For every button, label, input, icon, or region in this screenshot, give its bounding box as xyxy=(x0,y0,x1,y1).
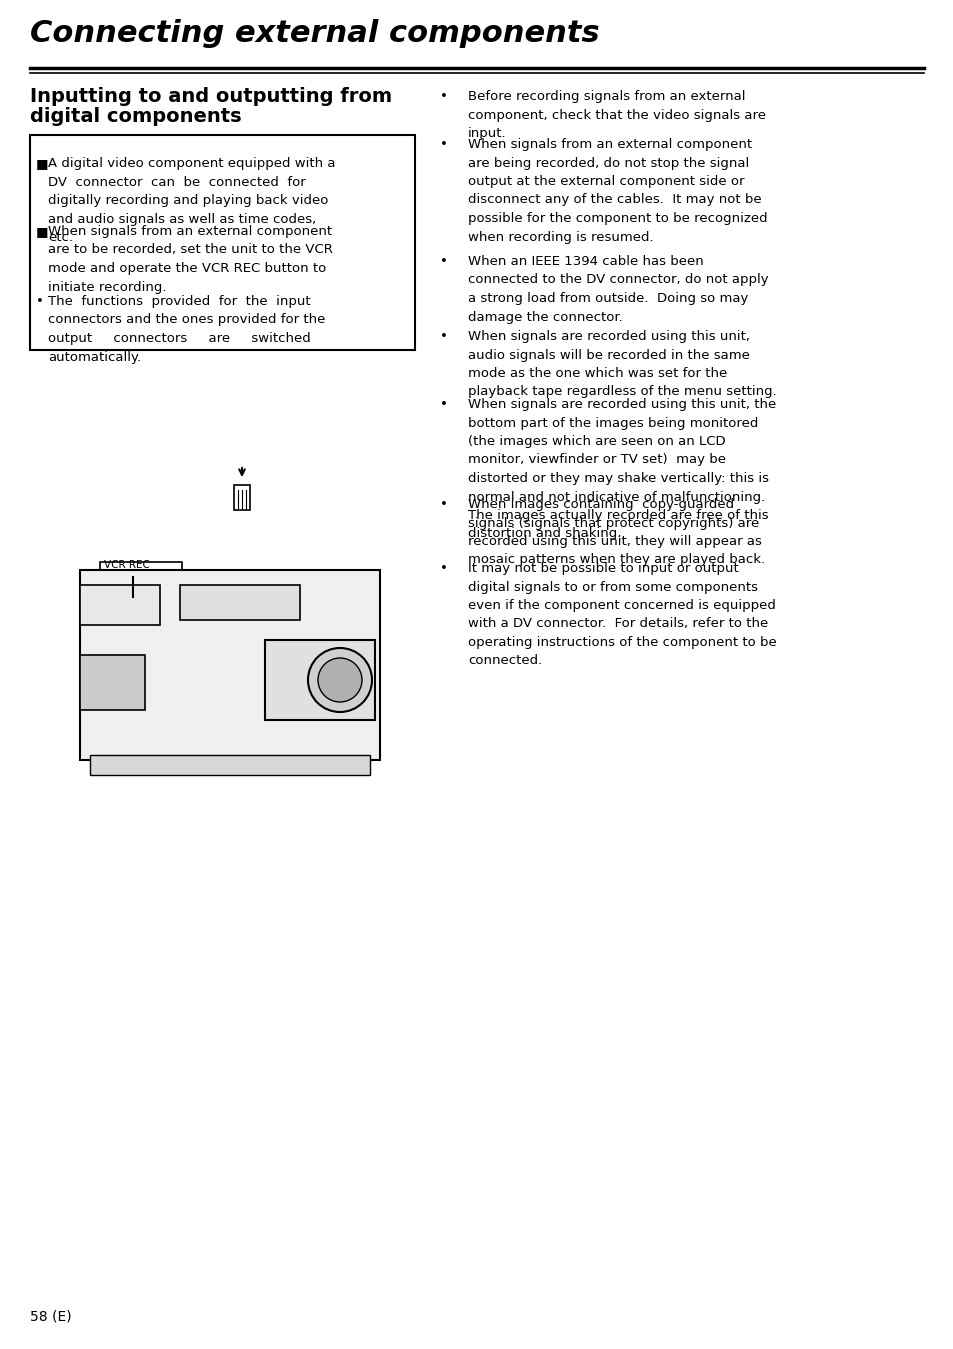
Text: •: • xyxy=(439,498,447,511)
Bar xyxy=(233,486,250,510)
Text: •: • xyxy=(439,255,447,268)
Text: When signals from an external component
are to be recorded, set the unit to the : When signals from an external component … xyxy=(48,225,333,294)
Bar xyxy=(100,563,182,590)
Text: •: • xyxy=(36,295,44,308)
Text: ■: ■ xyxy=(36,225,49,237)
Circle shape xyxy=(317,658,361,701)
Circle shape xyxy=(308,648,372,712)
Bar xyxy=(80,571,379,759)
Text: When signals are recorded using this unit,
audio signals will be recorded in the: When signals are recorded using this uni… xyxy=(468,331,776,398)
Circle shape xyxy=(109,577,129,598)
Text: Before recording signals from an external
component, check that the video signal: Before recording signals from an externa… xyxy=(468,90,765,140)
Text: •: • xyxy=(439,331,447,343)
Text: It may not be possible to input or output
digital signals to or from some compon: It may not be possible to input or outpu… xyxy=(468,563,776,668)
Text: A digital video component equipped with a
DV  connector  can  be  connected  for: A digital video component equipped with … xyxy=(48,156,335,244)
Text: •: • xyxy=(439,138,447,151)
Text: digital components: digital components xyxy=(30,107,241,125)
Circle shape xyxy=(137,577,157,598)
Text: 58 (E): 58 (E) xyxy=(30,1309,71,1323)
Bar xyxy=(265,639,375,720)
Bar xyxy=(80,656,145,710)
Text: ■: ■ xyxy=(36,156,49,170)
Bar xyxy=(30,135,415,349)
Text: When signals are recorded using this unit, the
bottom part of the images being m: When signals are recorded using this uni… xyxy=(468,398,776,541)
Text: When images containing  copy-guarded
signals (signals that protect copyrights) a: When images containing copy-guarded sign… xyxy=(468,498,764,567)
Text: •: • xyxy=(439,563,447,575)
Text: VCR REC: VCR REC xyxy=(104,560,150,571)
Text: When signals from an external component
are being recorded, do not stop the sign: When signals from an external component … xyxy=(468,138,767,244)
Bar xyxy=(90,755,370,774)
Text: •: • xyxy=(439,90,447,103)
Text: Connecting external components: Connecting external components xyxy=(30,19,599,49)
Bar xyxy=(180,585,299,621)
Text: When an IEEE 1394 cable has been
connected to the DV connector, do not apply
a s: When an IEEE 1394 cable has been connect… xyxy=(468,255,768,324)
Text: The  functions  provided  for  the  input
connectors and the ones provided for t: The functions provided for the input con… xyxy=(48,295,325,363)
Text: Inputting to and outputting from: Inputting to and outputting from xyxy=(30,86,392,107)
Bar xyxy=(80,585,160,625)
Text: •: • xyxy=(439,398,447,411)
